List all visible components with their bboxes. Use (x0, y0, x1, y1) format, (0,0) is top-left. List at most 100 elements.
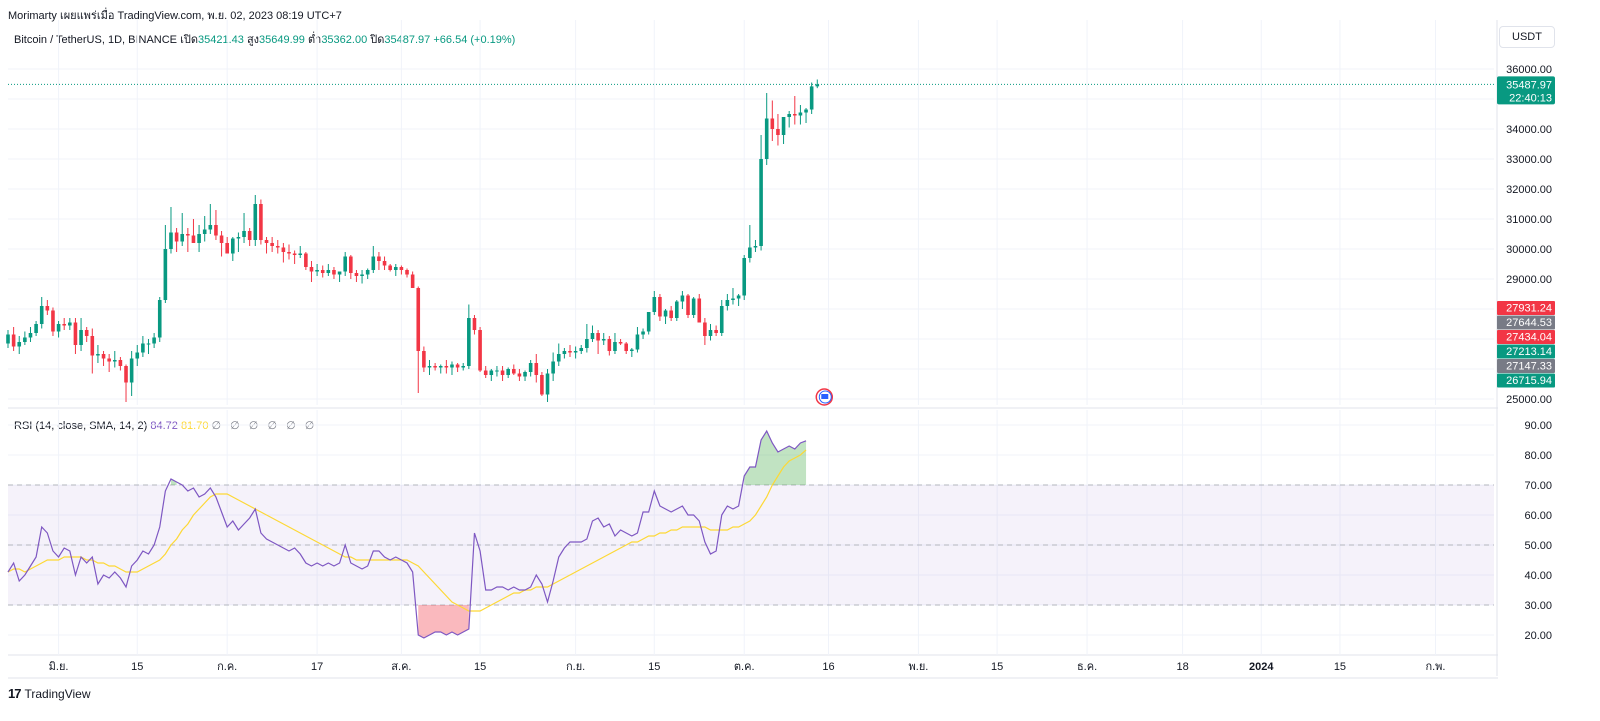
price-tick-label: 32000.00 (1506, 184, 1552, 196)
candle-body (191, 235, 196, 243)
price-tick-label: 34000.00 (1506, 124, 1552, 136)
candle (438, 364, 443, 374)
price-tag (1497, 359, 1555, 373)
rsi-overbought-fill (170, 479, 177, 485)
candle-body (506, 369, 510, 375)
candle (124, 364, 128, 402)
candle-body (259, 204, 263, 240)
candle-body (231, 238, 235, 254)
candle-body (579, 348, 584, 351)
tradingview-logo-icon: 17 (8, 686, 22, 701)
candle-body (17, 342, 22, 347)
candle-body (236, 237, 241, 239)
rsi-axis[interactable]: 20.00 30.00 40.00 50.00 60.00 70.00 80.00 90.00 (1524, 420, 1552, 642)
candle (590, 325, 595, 342)
candle (601, 333, 606, 345)
candle-body (135, 352, 140, 359)
event-flag-icon[interactable] (815, 388, 834, 406)
candle (146, 339, 151, 354)
candle-body (742, 258, 747, 296)
currency-button[interactable]: USDT (1499, 26, 1555, 48)
candle-body (112, 360, 117, 362)
candle-body (753, 246, 758, 248)
rsi-title[interactable]: RSI (14, close, SMA, 14, 2) (14, 420, 148, 432)
candle (731, 288, 735, 305)
symbol-name[interactable]: Bitcoin / TetherUS, 1D, BINANCE (14, 34, 178, 46)
candle-body (107, 358, 111, 362)
candle (191, 219, 196, 243)
candle (377, 252, 381, 270)
candle (23, 331, 27, 345)
candle (793, 96, 797, 125)
candle-body (596, 333, 600, 341)
candle (135, 345, 140, 366)
candle-body (573, 351, 578, 353)
time-tick-label: ก.ค. (217, 661, 237, 673)
rsi-tick-label: 50.00 (1524, 540, 1552, 552)
candle-body (292, 253, 297, 255)
rsi-tick-label: 70.00 (1524, 480, 1552, 492)
candle-body (489, 370, 494, 375)
low-value: 35362.00 (321, 34, 368, 46)
candle-body (618, 342, 623, 344)
price-tag (1497, 330, 1555, 344)
candle-body (51, 310, 55, 332)
candle (607, 336, 612, 356)
price-tick-label: 30000.00 (1506, 244, 1552, 256)
candle (674, 300, 679, 321)
candle-body (79, 330, 83, 345)
chart-grid (8, 20, 1498, 679)
time-axis[interactable]: มิ.ย. 15 ก.ค. 17 ส.ค. 15 ก.ย. 15 ต.ค. 16 พ.ย. 15 ธ.ค… (49, 661, 1446, 673)
candle (579, 345, 584, 354)
candle (287, 244, 291, 260)
candle-body (517, 373, 522, 377)
candle (719, 300, 724, 336)
candle (236, 232, 241, 252)
candle-body (56, 324, 61, 332)
candle (6, 330, 10, 348)
candle (669, 306, 673, 321)
candle-body (219, 235, 224, 243)
candle (703, 318, 707, 345)
candle-body (332, 270, 336, 275)
candle (202, 216, 207, 242)
candle-body (393, 267, 398, 270)
candle (500, 366, 505, 381)
candle-body (309, 267, 314, 272)
rsi-line (7, 429, 807, 639)
candle (613, 333, 617, 354)
countdown-value: 22:40:13 (1509, 92, 1552, 104)
candle (45, 300, 50, 315)
candle (275, 240, 280, 254)
close-value: 35487.97 (384, 34, 431, 46)
candle (804, 108, 808, 123)
candle-body (6, 334, 10, 344)
rsi-empty-slots: ∅ ∅ ∅ ∅ ∅ ∅ (211, 420, 318, 432)
candle (382, 256, 387, 270)
candle (691, 297, 696, 318)
candle (34, 321, 38, 336)
price-tick-label: 25000.00 (1506, 394, 1552, 406)
candle-body (781, 117, 786, 135)
candle (489, 369, 494, 381)
candle-body (315, 270, 319, 272)
candle-body (455, 364, 460, 368)
candle-body (146, 343, 151, 345)
candle (118, 357, 123, 371)
candle (349, 255, 353, 279)
candle-body (674, 301, 679, 318)
candle (759, 135, 763, 251)
time-tick-label: พ.ย. (909, 661, 929, 673)
candle (270, 237, 274, 252)
candle (630, 348, 634, 357)
time-tick-label: 18 (1176, 661, 1188, 673)
candle-body (73, 322, 78, 345)
candle-body (152, 337, 156, 344)
rsi-tick-label: 60.00 (1524, 510, 1552, 522)
candles-layer (6, 79, 1494, 402)
candle (73, 318, 78, 354)
candle-body (174, 232, 179, 242)
candle-body (101, 354, 106, 359)
